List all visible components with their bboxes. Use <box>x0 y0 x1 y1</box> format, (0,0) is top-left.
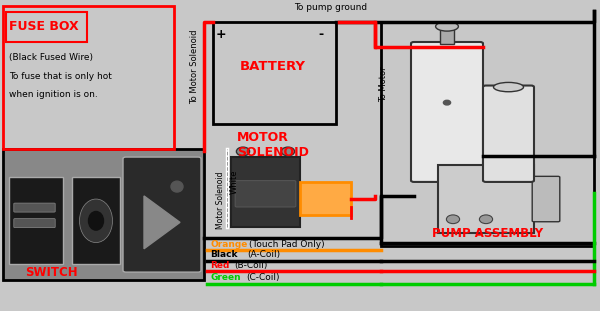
Text: -: - <box>318 28 323 41</box>
Text: To fuse that is only hot: To fuse that is only hot <box>9 72 112 81</box>
Ellipse shape <box>89 211 104 230</box>
Text: +: + <box>216 28 227 41</box>
Polygon shape <box>144 196 180 249</box>
Ellipse shape <box>236 147 250 156</box>
Text: SWITCH: SWITCH <box>25 266 77 279</box>
Ellipse shape <box>443 100 451 105</box>
FancyBboxPatch shape <box>411 42 483 182</box>
Text: MOTOR
SOLENOID: MOTOR SOLENOID <box>237 131 309 159</box>
Ellipse shape <box>79 199 113 243</box>
Text: (A-Coil): (A-Coil) <box>247 250 280 259</box>
FancyBboxPatch shape <box>9 177 63 264</box>
Text: Black: Black <box>210 250 238 259</box>
FancyBboxPatch shape <box>14 219 55 228</box>
Text: (Touch Pad Only): (Touch Pad Only) <box>249 240 325 249</box>
Text: White: White <box>229 170 239 194</box>
Text: when ignition is on.: when ignition is on. <box>9 91 98 99</box>
Text: Green: Green <box>210 273 241 282</box>
Text: To Motor: To Motor <box>380 66 389 102</box>
Ellipse shape <box>281 147 295 156</box>
FancyBboxPatch shape <box>438 165 534 233</box>
Text: Orange: Orange <box>210 240 247 249</box>
FancyBboxPatch shape <box>72 177 120 264</box>
Text: (Black Fused Wire): (Black Fused Wire) <box>9 53 93 62</box>
FancyBboxPatch shape <box>440 26 454 44</box>
Ellipse shape <box>436 22 458 31</box>
Text: FUSE BOX: FUSE BOX <box>9 20 79 33</box>
Text: To Motor Solenoid: To Motor Solenoid <box>190 30 199 104</box>
Text: (B-Coil): (B-Coil) <box>234 261 268 270</box>
Text: To pump ground: To pump ground <box>294 3 367 12</box>
FancyBboxPatch shape <box>231 157 300 227</box>
FancyBboxPatch shape <box>123 157 201 272</box>
FancyBboxPatch shape <box>3 149 204 280</box>
Text: PUMP ASSEMBLY: PUMP ASSEMBLY <box>432 227 543 240</box>
Text: (C-Coil): (C-Coil) <box>246 273 280 282</box>
Ellipse shape <box>493 82 523 92</box>
Ellipse shape <box>479 215 493 224</box>
Ellipse shape <box>171 181 183 192</box>
FancyBboxPatch shape <box>14 203 55 212</box>
FancyBboxPatch shape <box>483 86 534 182</box>
Text: Motor Solenoid: Motor Solenoid <box>216 172 226 229</box>
FancyBboxPatch shape <box>300 182 351 215</box>
FancyBboxPatch shape <box>235 181 296 207</box>
FancyBboxPatch shape <box>532 176 560 222</box>
Ellipse shape <box>446 215 460 224</box>
Text: Red: Red <box>210 261 229 270</box>
Text: BATTERY: BATTERY <box>240 60 306 73</box>
